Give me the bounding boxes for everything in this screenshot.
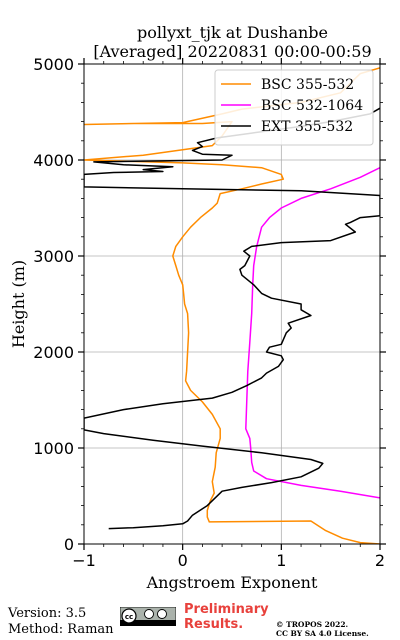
legend-label: BSC 355-532 bbox=[261, 77, 354, 93]
y-tick-label: 0 bbox=[64, 535, 74, 554]
x-tick-label: −1 bbox=[72, 551, 96, 570]
preliminary-line-1: Preliminary bbox=[184, 602, 269, 617]
legend: BSC 355-532 BSC 532-1064 EXT 355-532 bbox=[214, 69, 374, 146]
cc-license-icon: cc bbox=[120, 607, 176, 626]
y-tick-label: 4000 bbox=[33, 151, 74, 170]
legend-label: BSC 532-1064 bbox=[261, 98, 363, 114]
legend-box bbox=[214, 69, 374, 146]
copyright-line-1: © TROPOS 2022. bbox=[276, 620, 349, 629]
x-tick-label: 2 bbox=[375, 551, 385, 570]
chart-title-line-1: pollyxt_tjk at Dushanbe bbox=[136, 23, 329, 42]
copyright-notice: © TROPOS 2022. CC BY SA 4.0 License. bbox=[276, 620, 369, 638]
y-tick-label: 2000 bbox=[33, 343, 74, 362]
legend-label: EXT 355-532 bbox=[261, 119, 353, 135]
version-label: Version: 3.5 bbox=[8, 606, 87, 621]
preliminary-line-2: Results. bbox=[184, 617, 244, 632]
y-tick-label: 3000 bbox=[33, 247, 74, 266]
svg-text:cc: cc bbox=[125, 613, 133, 621]
x-axis-label: Angstroem Exponent bbox=[146, 573, 318, 592]
y-tick-label: 5000 bbox=[33, 55, 74, 74]
y-tick-label: 1000 bbox=[33, 439, 74, 458]
x-tick-label: 1 bbox=[276, 551, 286, 570]
x-tick-label: 0 bbox=[178, 551, 188, 570]
y-axis-label: Height (m) bbox=[9, 260, 28, 348]
series-line-ext-355-532 bbox=[84, 107, 380, 530]
preliminary-results-label: Preliminary Results. bbox=[184, 602, 269, 632]
plot-frame bbox=[83, 63, 381, 545]
chart-title-line-2: [Averaged] 20220831 00:00-00:59 bbox=[93, 42, 372, 61]
copyright-line-2: CC BY SA 4.0 License. bbox=[276, 629, 369, 638]
series-line-bsc-532-1064 bbox=[245, 167, 380, 499]
method-label: Method: Raman bbox=[8, 622, 114, 637]
